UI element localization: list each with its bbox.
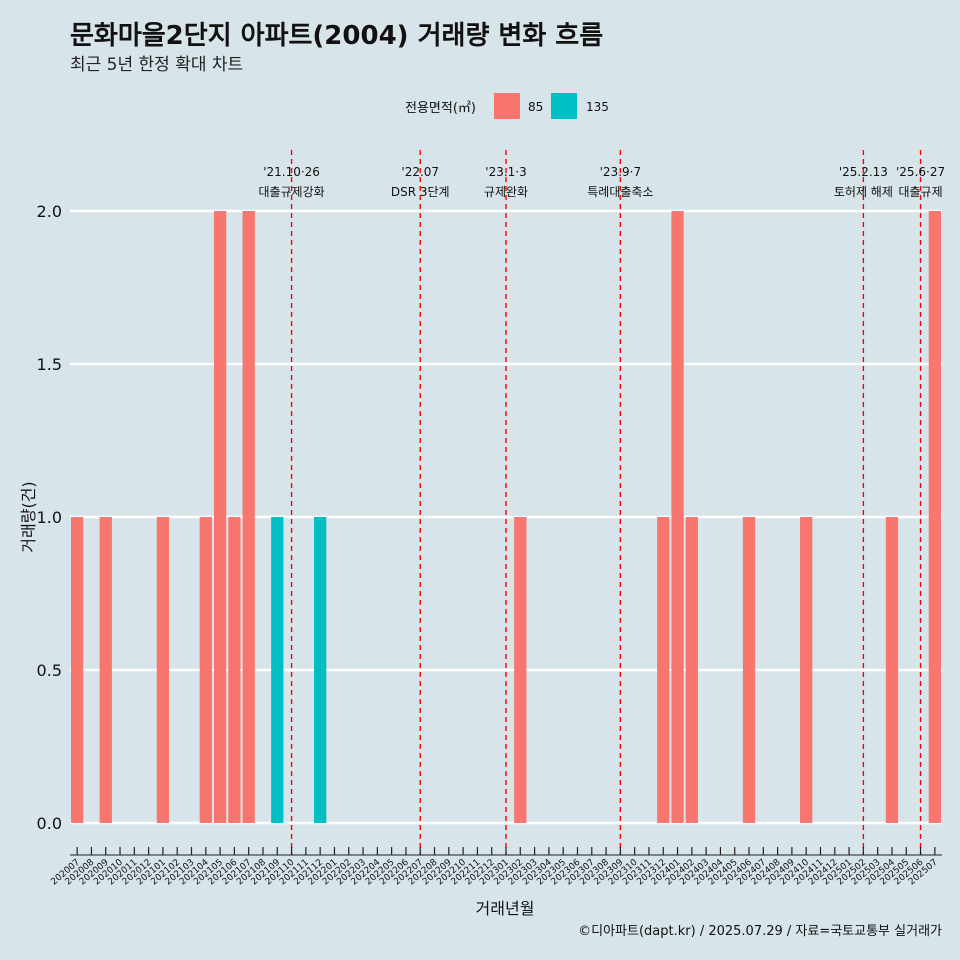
legend-label-135: 135 xyxy=(586,100,609,114)
legend: 전용면적(㎡) 85 135 xyxy=(405,93,609,119)
bar-85-202504 xyxy=(885,517,899,823)
legend-label-85: 85 xyxy=(528,100,543,114)
event-policy-label: 특례대출축소 xyxy=(587,185,653,199)
bar-85-202107 xyxy=(242,211,255,823)
event-policy-label: 대출규제 xyxy=(898,185,942,199)
bar-85-202312 xyxy=(657,517,670,823)
event-date-label: '25.6·27 xyxy=(896,165,945,179)
event-date-label: '23.9·7 xyxy=(600,165,641,179)
bar-85-202009 xyxy=(99,517,112,823)
bar-85-202302 xyxy=(514,517,527,823)
event-date-label: '22.07 xyxy=(401,165,439,179)
event-date-label: '25.2.13 xyxy=(839,165,888,179)
bar-85-202106 xyxy=(228,517,241,823)
event-policy-label: 규제완화 xyxy=(484,185,528,199)
chart-title: 문화마을2단지 아파트(2004) 거래량 변화 흐름 xyxy=(70,21,603,51)
bar-85-202007 xyxy=(71,517,84,823)
bar-135-202112 xyxy=(314,517,327,823)
y-axis-title: 거래량(건) xyxy=(19,481,38,552)
event-policy-label: 대출규제강화 xyxy=(258,185,324,199)
x-axis: 2020072020082020092020102020112020122021… xyxy=(49,847,942,887)
caption: ©디아파트(dapt.kr) / 2025.07.29 / 자료=국토교통부 실… xyxy=(578,924,942,939)
bar-85-202507 xyxy=(928,211,941,823)
y-tick-label: 1.5 xyxy=(37,355,62,374)
y-tick-label: 0.0 xyxy=(37,814,62,833)
event-policy-label: 토허제 해제 xyxy=(834,185,893,199)
bar-85-202406 xyxy=(742,517,756,823)
y-tick-label: 0.5 xyxy=(37,661,62,680)
x-axis-title: 거래년월 xyxy=(476,899,535,918)
bar-135-202109 xyxy=(271,517,284,823)
event-date-label: '21.10·26 xyxy=(263,165,320,179)
legend-swatch-135 xyxy=(551,93,577,119)
bars xyxy=(71,211,941,823)
bar-85-202105 xyxy=(213,211,227,823)
y-tick-label: 2.0 xyxy=(37,202,62,221)
bar-85-202104 xyxy=(199,517,212,823)
event-lines: '21.10·26 대출규제강화 '22.07 DSR 3단계 '23.1·3 규제완화 '… xyxy=(258,150,945,855)
bar-85-202410 xyxy=(800,517,813,823)
legend-swatch-85 xyxy=(494,93,520,119)
legend-title: 전용면적(㎡) xyxy=(405,101,476,116)
bar-85-202402 xyxy=(685,517,698,823)
y-tick-label: 1.0 xyxy=(37,508,62,527)
bar-85-202401 xyxy=(671,211,684,823)
chart-subtitle: 최근 5년 한정 확대 차트 xyxy=(70,55,243,75)
y-axis-ticks: 0.0 0.5 1.0 1.5 2.0 xyxy=(37,202,62,833)
event-date-label: '23.1·3 xyxy=(485,165,526,179)
bar-85-202101 xyxy=(156,517,170,823)
event-policy-label: DSR 3단계 xyxy=(391,185,450,199)
